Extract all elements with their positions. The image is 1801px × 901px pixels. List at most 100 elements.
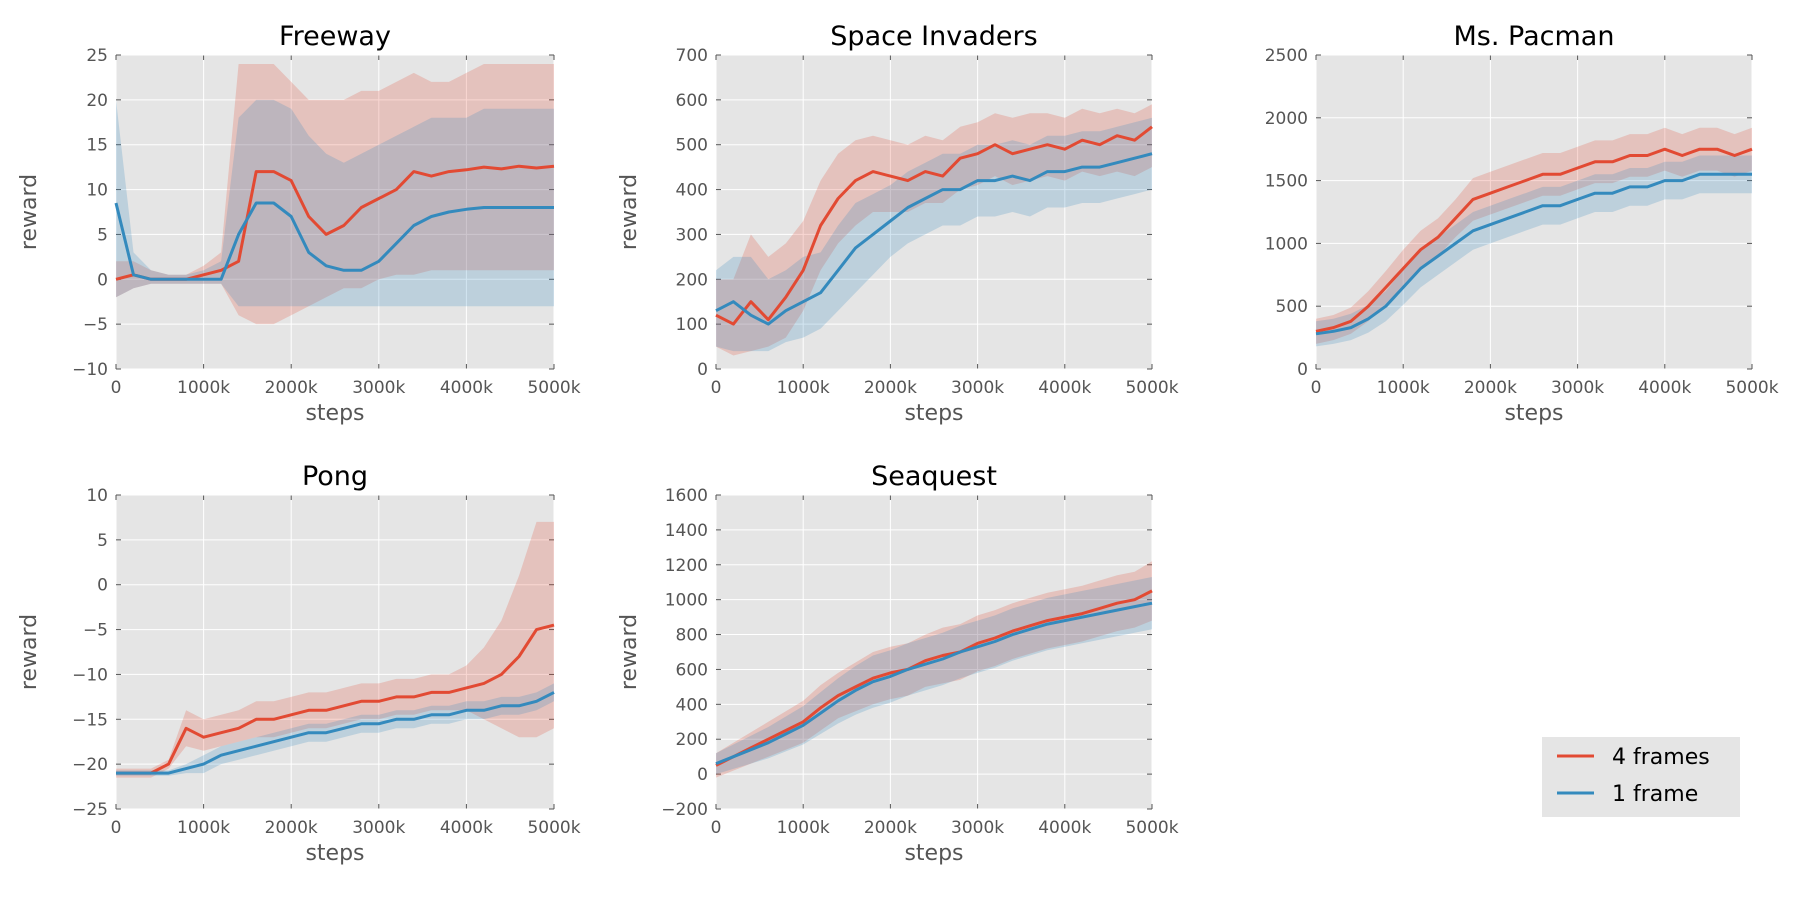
chart-0: 0 1000k 2000k 3000k 4000k 5000k −10 −5 0 5 10 15 20 2… — [17, 21, 581, 426]
x-tick-label: 1000k — [777, 378, 830, 398]
series-band-4-frames — [116, 64, 554, 325]
y-tick-label: 10 — [86, 486, 108, 506]
x-tick-label: 0 — [711, 818, 722, 838]
x-tick-label: 0 — [1311, 378, 1322, 398]
y-tick-label: 400 — [676, 695, 708, 715]
x-tick-label: 5000k — [1125, 378, 1178, 398]
series-line-1-frame — [1315, 172, 1752, 336]
y-tick-label: 5 — [97, 531, 108, 551]
y-tick-label: 1400 — [665, 521, 708, 541]
y-tick-label: 100 — [676, 315, 708, 335]
legend-box — [1542, 737, 1740, 817]
series-line-4-frames — [715, 125, 1153, 326]
y-tick-label: 1200 — [665, 556, 708, 576]
legend: 4 frames 1 frame — [1542, 737, 1740, 817]
y-tick-label: 20 — [86, 91, 108, 111]
x-tick-label: 0 — [111, 378, 122, 398]
y-tick-label: 1000 — [665, 591, 708, 611]
series-line-4-frames — [116, 623, 555, 775]
x-tick-label: 3000k — [951, 378, 1004, 398]
chart-title: Ms. Pacman — [1454, 21, 1615, 52]
x-tick-label: 0 — [111, 818, 122, 838]
y-tick-label: −10 — [72, 665, 108, 685]
series-band-4-frames — [716, 561, 1152, 778]
x-tick-label: 2000k — [864, 378, 917, 398]
y-tick-label: 200 — [676, 270, 708, 290]
y-tick-label: 600 — [676, 91, 708, 111]
y-tick-label: 200 — [676, 730, 708, 750]
series-band-1-frame — [716, 117, 1152, 352]
chart-title: Seaquest — [871, 461, 997, 492]
plot-area — [716, 495, 1152, 809]
chart-title: Pong — [302, 461, 368, 492]
y-tick-label: 1500 — [1265, 172, 1308, 192]
x-tick-label: 4000k — [1638, 378, 1691, 398]
y-tick-label: −15 — [72, 710, 108, 730]
x-tick-label: 1000k — [177, 818, 230, 838]
x-tick-label: 3000k — [352, 818, 405, 838]
x-tick-label: 4000k — [440, 378, 493, 398]
x-tick-label: 2000k — [864, 818, 917, 838]
y-axis-label: reward — [617, 614, 642, 690]
y-tick-label: 25 — [86, 46, 108, 66]
x-tick-label: 5000k — [527, 818, 580, 838]
x-tick-label: 5000k — [1725, 378, 1778, 398]
series-line-4-frames — [1315, 147, 1753, 333]
y-tick-label: 1000 — [1265, 234, 1308, 254]
series-line-1-frame — [715, 152, 1153, 326]
x-tick-label: 4000k — [1038, 818, 1091, 838]
chart-title: Space Invaders — [830, 21, 1037, 52]
x-tick-label: 4000k — [440, 818, 493, 838]
series-band-1-frame — [1316, 155, 1752, 347]
series-band-4-frames — [116, 521, 554, 778]
y-tick-label: −5 — [83, 315, 108, 335]
legend-label: 4 frames — [1612, 745, 1710, 770]
x-tick-label: 0 — [711, 378, 722, 398]
x-tick-label: 1000k — [1377, 378, 1430, 398]
y-tick-label: 15 — [86, 136, 108, 156]
x-tick-label: 1000k — [777, 818, 830, 838]
chart-title: Freeway — [279, 21, 391, 52]
y-tick-label: 10 — [86, 181, 108, 201]
chart-1: 0 1000k 2000k 3000k 4000k 5000k 0 100 200 300 400 5… — [617, 21, 1179, 426]
plot-area — [116, 495, 554, 809]
y-tick-label: 1600 — [665, 486, 708, 506]
series-line-4-frames — [715, 589, 1153, 767]
chart-2: 0 1000k 2000k 3000k 4000k 5000k 0 500 1000 1500 20… — [1265, 21, 1779, 426]
y-tick-label: 400 — [676, 181, 708, 201]
series-line-1-frame — [116, 691, 555, 775]
y-tick-label: 500 — [1276, 297, 1308, 317]
series-band-4-frames — [716, 104, 1152, 356]
y-tick-label: −200 — [661, 800, 708, 820]
y-axis-label: reward — [617, 174, 642, 250]
x-tick-label: 2000k — [265, 818, 318, 838]
x-axis-label: steps — [305, 841, 364, 866]
series-band-1-frame — [116, 99, 554, 307]
x-tick-label: 3000k — [1551, 378, 1604, 398]
y-tick-label: 2500 — [1265, 46, 1308, 66]
x-tick-label: 3000k — [352, 378, 405, 398]
x-tick-label: 1000k — [177, 378, 230, 398]
y-tick-label: 500 — [676, 136, 708, 156]
y-tick-label: 0 — [697, 360, 708, 380]
y-tick-label: 0 — [97, 576, 108, 596]
y-axis-label: reward — [17, 614, 42, 690]
x-axis-label: steps — [904, 841, 963, 866]
x-axis-label: steps — [305, 401, 364, 426]
x-tick-label: 5000k — [1125, 818, 1178, 838]
plot-area — [1316, 55, 1752, 369]
y-tick-label: 800 — [676, 626, 708, 646]
y-tick-label: 700 — [676, 46, 708, 66]
y-tick-label: 5 — [97, 225, 108, 245]
y-tick-label: −20 — [72, 755, 108, 775]
x-tick-label: 2000k — [1464, 378, 1517, 398]
y-tick-label: −5 — [83, 621, 108, 641]
x-axis-label: steps — [904, 401, 963, 426]
y-tick-label: −10 — [72, 360, 108, 380]
x-axis-label: steps — [1504, 401, 1563, 426]
plot-area — [716, 55, 1152, 369]
x-tick-label: 3000k — [951, 818, 1004, 838]
y-tick-label: 600 — [676, 660, 708, 680]
y-tick-label: 0 — [1297, 360, 1308, 380]
